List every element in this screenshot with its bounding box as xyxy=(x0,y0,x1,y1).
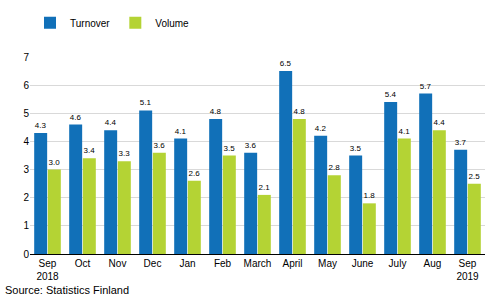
svg-text:June: June xyxy=(352,258,374,269)
svg-text:2.5: 2.5 xyxy=(468,172,480,181)
svg-text:1.8: 1.8 xyxy=(363,191,375,200)
svg-text:March: March xyxy=(244,258,272,269)
svg-text:4.6: 4.6 xyxy=(70,113,82,122)
svg-text:4.4: 4.4 xyxy=(433,118,445,127)
svg-text:Dec: Dec xyxy=(144,258,162,269)
svg-text:4: 4 xyxy=(23,136,29,147)
svg-text:3.3: 3.3 xyxy=(118,149,130,158)
svg-text:5.1: 5.1 xyxy=(140,98,152,107)
svg-text:0: 0 xyxy=(23,249,29,260)
svg-text:4.1: 4.1 xyxy=(175,127,187,136)
svg-text:5.4: 5.4 xyxy=(385,90,397,99)
svg-text:Aug: Aug xyxy=(424,258,442,269)
svg-text:2.1: 2.1 xyxy=(258,183,270,192)
svg-text:May: May xyxy=(318,258,337,269)
svg-text:4.2: 4.2 xyxy=(315,124,327,133)
svg-text:6: 6 xyxy=(23,80,29,91)
svg-text:1: 1 xyxy=(23,220,29,231)
svg-text:2.8: 2.8 xyxy=(328,163,340,172)
svg-text:Volume: Volume xyxy=(155,18,189,29)
svg-text:Oct: Oct xyxy=(75,258,91,269)
svg-text:3.5: 3.5 xyxy=(223,144,235,153)
svg-text:Jan: Jan xyxy=(179,258,195,269)
svg-text:Source: Statistics Finland: Source: Statistics Finland xyxy=(5,284,129,296)
svg-text:Nov: Nov xyxy=(109,258,127,269)
svg-text:4.3: 4.3 xyxy=(35,121,47,130)
svg-text:4.4: 4.4 xyxy=(105,118,117,127)
svg-text:2: 2 xyxy=(23,192,29,203)
svg-text:Sep2019: Sep2019 xyxy=(456,258,479,282)
svg-text:3.6: 3.6 xyxy=(245,141,257,150)
svg-text:5: 5 xyxy=(23,108,29,119)
svg-text:July: July xyxy=(389,258,407,269)
svg-text:2.6: 2.6 xyxy=(188,169,200,178)
svg-text:3.4: 3.4 xyxy=(83,146,95,155)
svg-text:3.7: 3.7 xyxy=(455,138,467,147)
svg-text:3.6: 3.6 xyxy=(153,141,165,150)
svg-text:Feb: Feb xyxy=(214,258,232,269)
svg-text:Sep2018: Sep2018 xyxy=(36,258,59,282)
svg-text:4.1: 4.1 xyxy=(398,127,410,136)
svg-text:April: April xyxy=(282,258,302,269)
svg-text:Turnover: Turnover xyxy=(70,18,110,29)
svg-text:6.5: 6.5 xyxy=(280,59,292,68)
svg-text:4.8: 4.8 xyxy=(210,107,222,116)
svg-text:7: 7 xyxy=(23,52,29,63)
svg-text:3.5: 3.5 xyxy=(350,144,362,153)
svg-text:3: 3 xyxy=(23,164,29,175)
svg-text:3.0: 3.0 xyxy=(48,158,60,167)
svg-text:4.8: 4.8 xyxy=(293,107,305,116)
svg-text:5.7: 5.7 xyxy=(420,82,432,91)
